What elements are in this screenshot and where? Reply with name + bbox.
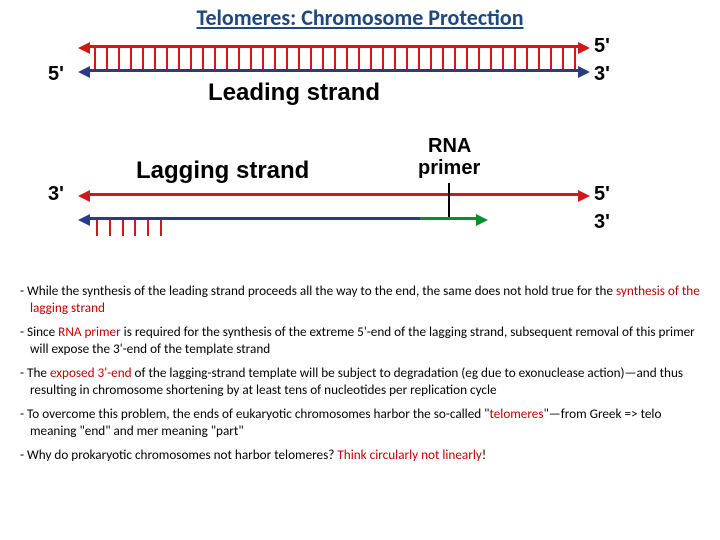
base-pair-tick: [202, 48, 204, 69]
base-pair-tick: [274, 48, 276, 69]
highlighted-term: RNA primer: [58, 323, 121, 340]
diagram-label: primer: [418, 157, 480, 180]
slide-title: Telomeres: Chromosome Protection: [0, 0, 720, 31]
arrow-right-icon: [578, 190, 590, 202]
highlighted-term: exposed 3'-end: [50, 364, 132, 381]
bullet-item: Since RNA primer is required for the syn…: [20, 324, 700, 357]
base-pair-tick: [250, 48, 252, 69]
strand-line: [90, 193, 578, 196]
diagram-label: 3': [48, 183, 64, 206]
highlighted-term: Think circularly not linearly: [337, 446, 481, 463]
base-pair-tick: [154, 48, 156, 69]
base-pair-tick: [166, 48, 168, 69]
base-pair-tick: [502, 48, 504, 69]
base-pair-tick: [160, 220, 162, 236]
bullet-list: While the synthesis of the leading stran…: [0, 281, 720, 464]
base-pair-tick: [190, 48, 192, 69]
diagram-label: 3': [594, 63, 610, 86]
base-pair-tick: [550, 48, 552, 69]
dna-diagram: 5' 3' 5' Leading strand 5' 3' 3' Lagging strand…: [20, 33, 700, 281]
diagram-label: 5': [594, 35, 610, 58]
base-pair-tick: [238, 48, 240, 69]
arrow-left-icon: [78, 214, 90, 226]
slide: Telomeres: Chromosome Protection 5' 3' 5' L…: [0, 0, 720, 540]
base-pair-tick: [106, 48, 108, 69]
base-pair-tick: [118, 48, 120, 69]
base-pair-tick: [178, 48, 180, 69]
base-pair-tick: [214, 48, 216, 69]
base-pair-tick: [514, 48, 516, 69]
base-pair-tick: [134, 220, 136, 236]
base-pair-tick: [358, 48, 360, 69]
base-pair-tick: [526, 48, 528, 69]
diagram-label: 5': [48, 63, 64, 86]
arrow-left-icon: [78, 42, 90, 54]
diagram-label: Leading strand: [208, 79, 380, 107]
base-pair-tick: [142, 48, 144, 69]
base-pair-tick: [122, 220, 124, 236]
base-pair-tick: [346, 48, 348, 69]
base-pair-tick: [334, 48, 336, 69]
diagram-label: 5': [594, 183, 610, 206]
base-pair-tick: [96, 220, 98, 236]
arrow-left-icon: [78, 66, 90, 78]
base-pair-tick: [310, 48, 312, 69]
strand-line: [90, 217, 420, 220]
bullet-item: Why do prokaryotic chromosomes not harbo…: [20, 447, 700, 464]
base-pair-tick: [94, 48, 96, 69]
base-pair-tick: [454, 48, 456, 69]
bullet-text: Why do prokaryotic chromosomes not harbo…: [27, 446, 337, 463]
diagram-label: Lagging strand: [136, 157, 309, 185]
bullet-text: The: [27, 364, 50, 381]
base-pair-tick: [466, 48, 468, 69]
pointer-line: [448, 183, 450, 217]
base-pair-tick: [574, 48, 576, 69]
arrow-right-icon: [476, 214, 488, 226]
bullet-text: !: [482, 446, 486, 463]
bullet-text: To overcome this problem, the ends of eu…: [27, 405, 489, 422]
base-pair-tick: [109, 220, 111, 236]
base-pair-tick: [418, 48, 420, 69]
base-pair-tick: [394, 48, 396, 69]
base-pair-tick: [322, 48, 324, 69]
base-pair-tick: [262, 48, 264, 69]
base-pair-tick: [430, 48, 432, 69]
diagram-label: RNA: [428, 135, 471, 158]
bullet-item: While the synthesis of the leading stran…: [20, 283, 700, 316]
strand-line: [420, 217, 476, 220]
bullet-item: To overcome this problem, the ends of eu…: [20, 406, 700, 439]
highlighted-term: telomeres: [489, 405, 543, 422]
strand-line: [90, 69, 578, 72]
base-pair-tick: [130, 48, 132, 69]
base-pair-tick: [538, 48, 540, 69]
base-pair-tick: [370, 48, 372, 69]
bullet-text: is required for the synthesis of the ext…: [30, 323, 695, 357]
base-pair-tick: [490, 48, 492, 69]
base-pair-tick: [226, 48, 228, 69]
arrow-right-icon: [578, 66, 590, 78]
arrow-right-icon: [578, 42, 590, 54]
bullet-item: The exposed 3'-end of the lagging-strand…: [20, 365, 700, 398]
base-pair-tick: [382, 48, 384, 69]
bullet-text: Since: [27, 323, 58, 340]
base-pair-tick: [478, 48, 480, 69]
base-pair-tick: [442, 48, 444, 69]
diagram-label: 3': [594, 211, 610, 234]
base-pair-tick: [562, 48, 564, 69]
base-pair-tick: [406, 48, 408, 69]
arrow-left-icon: [78, 190, 90, 202]
base-pair-tick: [286, 48, 288, 69]
base-pair-tick: [147, 220, 149, 236]
base-pair-tick: [298, 48, 300, 69]
bullet-text: While the synthesis of the leading stran…: [27, 282, 616, 299]
